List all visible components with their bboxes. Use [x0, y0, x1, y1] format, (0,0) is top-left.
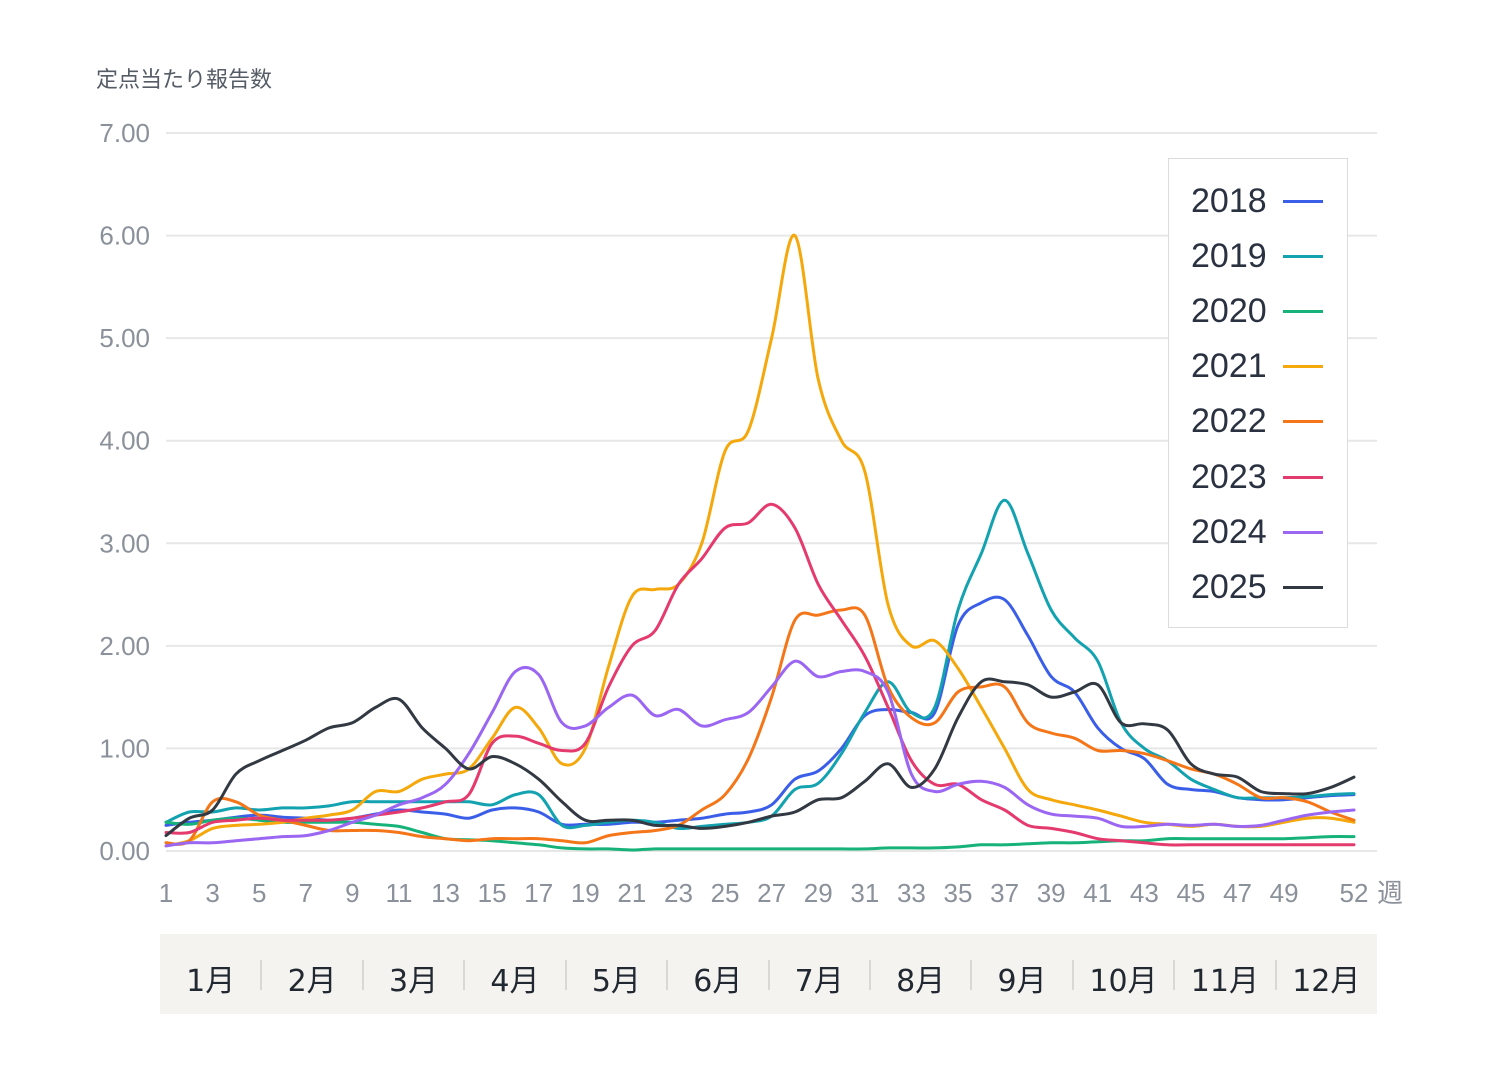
x-tick-label: 27 [757, 878, 786, 908]
series-line-2018 [164, 595, 1356, 827]
legend-swatch [1283, 254, 1323, 258]
x-axis-unit: 週 [1377, 879, 1403, 909]
x-tick-label: 45 [1176, 878, 1205, 908]
x-tick-label: 41 [1083, 878, 1112, 908]
legend-item[interactable]: 2023 [1191, 457, 1323, 497]
x-tick-label: 31 [850, 878, 879, 908]
x-tick-label: 52 [1340, 878, 1369, 908]
month-label: 4月 [490, 964, 540, 999]
series-line-2025 [164, 677, 1356, 838]
x-tick-label: 17 [524, 878, 553, 908]
month-label: 3月 [388, 964, 439, 999]
x-tick-label: 13 [431, 878, 460, 908]
series-line-2021 [164, 234, 1356, 848]
x-tick-label: 23 [664, 878, 693, 908]
legend-item[interactable]: 2021 [1191, 347, 1323, 387]
x-tick-label: 47 [1223, 878, 1252, 908]
legend-swatch [1283, 530, 1323, 534]
legend-swatch [1283, 585, 1323, 589]
y-axis-title: 定点当たり報告数 [96, 68, 273, 93]
month-separator [564, 960, 567, 990]
legend-label: 2023 [1191, 457, 1267, 496]
x-tick-label: 25 [711, 878, 740, 908]
x-axis: 1 3 5 7 9 11 13 15 17 19 21 23 25 27 29 31 33 35 37 39 41 43 4… [159, 878, 1403, 909]
x-tick-label: 33 [897, 878, 926, 908]
legend-label: 2019 [1191, 236, 1267, 275]
x-tick-label: 3 [205, 878, 219, 908]
legend-label: 2021 [1191, 347, 1267, 386]
x-tick-label: 7 [299, 878, 313, 908]
x-tick-label: 35 [944, 878, 973, 908]
month-label: 2月 [287, 964, 337, 999]
legend: 2018 2019 2020 2021 2022 2023 2024 2025 [1168, 158, 1348, 628]
month-label: 8月 [896, 964, 946, 999]
y-tick-label: 1.00 [99, 733, 150, 763]
month-separator [970, 960, 973, 990]
series-line-2020 [164, 816, 1356, 852]
legend-swatch [1283, 365, 1323, 369]
legend-label: 2020 [1191, 291, 1267, 330]
month-label: 7月 [794, 964, 844, 999]
x-tick-label: 21 [617, 878, 646, 908]
y-axis: 0.00 1.00 2.00 3.00 4.00 5.00 6.00 7.00 [99, 118, 150, 866]
x-tick-label: 37 [990, 878, 1019, 908]
series-lines [164, 234, 1356, 852]
month-separator [1274, 960, 1277, 990]
legend-item[interactable]: 2022 [1191, 402, 1323, 442]
legend-label: 2022 [1191, 402, 1267, 441]
legend-swatch [1283, 309, 1323, 313]
month-label: 11月 [1190, 964, 1259, 999]
y-tick-label: 4.00 [99, 426, 150, 456]
month-label: 12月 [1292, 964, 1361, 999]
legend-item[interactable]: 2020 [1191, 291, 1323, 331]
x-tick-label: 19 [571, 878, 600, 908]
legend-item[interactable]: 2018 [1191, 181, 1323, 221]
month-label: 9月 [997, 964, 1047, 999]
x-tick-label: 43 [1130, 878, 1159, 908]
month-separator [868, 960, 871, 990]
legend-label: 2024 [1191, 512, 1267, 551]
x-tick-label: 5 [252, 878, 266, 908]
legend-item[interactable]: 2025 [1191, 567, 1323, 607]
y-tick-label: 7.00 [99, 118, 150, 148]
x-tick-label: 29 [804, 878, 833, 908]
y-tick-label: 2.00 [99, 631, 150, 661]
y-tick-label: 0.00 [99, 836, 150, 866]
month-label: 1月 [186, 964, 236, 999]
month-band: 1月 2月 3月 4月 5月 6月 7月 8月 9月 10月 11月 12月 [160, 934, 1377, 1014]
series-line-2022 [164, 606, 1356, 846]
x-tick-label: 15 [478, 878, 507, 908]
x-tick-label: 1 [159, 878, 173, 908]
x-tick-label: 39 [1037, 878, 1066, 908]
x-tick-label: 9 [345, 878, 359, 908]
month-label: 6月 [693, 964, 743, 999]
month-separator [666, 960, 669, 990]
x-tick-label: 49 [1270, 878, 1299, 908]
month-label: 10月 [1089, 964, 1158, 999]
series-line-2023 [164, 502, 1356, 847]
legend-swatch [1283, 199, 1323, 203]
legend-swatch [1283, 420, 1323, 424]
x-tick-label: 11 [385, 878, 412, 908]
legend-label: 2025 [1191, 567, 1267, 606]
legend-item[interactable]: 2024 [1191, 512, 1323, 552]
month-separator [463, 960, 466, 990]
month-separator [260, 960, 263, 990]
y-tick-label: 3.00 [99, 528, 150, 558]
y-tick-label: 6.00 [99, 221, 150, 251]
month-separator [767, 960, 770, 990]
month-separator [361, 960, 364, 990]
legend-swatch [1283, 475, 1323, 479]
month-separator [1071, 960, 1074, 990]
legend-item[interactable]: 2019 [1191, 236, 1323, 276]
series-line-2024 [164, 659, 1356, 848]
month-separator [1173, 960, 1176, 990]
y-tick-label: 5.00 [99, 323, 150, 353]
legend-label: 2018 [1191, 181, 1267, 220]
series-line-2019 [164, 498, 1356, 831]
month-label: 5月 [591, 964, 641, 999]
